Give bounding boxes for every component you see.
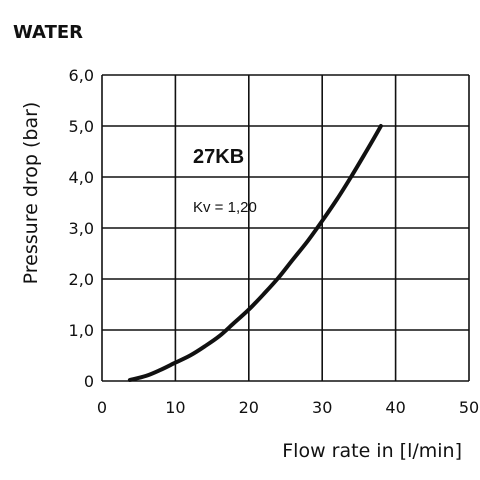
y-tick-label: 4,0: [69, 168, 94, 187]
x-tick-label: 50: [459, 398, 479, 417]
series-label: 27KB: [193, 146, 244, 168]
x-tick-label: 30: [312, 398, 332, 417]
x-axis-title: Flow rate in [l/min]: [282, 440, 462, 462]
kv-annotation: Kv = 1,20: [193, 199, 257, 216]
y-tick-label: 1,0: [69, 321, 94, 340]
y-tick-label: 5,0: [69, 117, 94, 136]
series-line: [127, 124, 383, 382]
chart-title: WATER: [13, 22, 83, 43]
y-tick-label: 2,0: [69, 270, 94, 289]
x-tick-label: 0: [97, 398, 107, 417]
y-axis-title: Pressure drop (bar): [20, 102, 42, 285]
x-tick-label: 20: [239, 398, 259, 417]
y-tick-label: 6,0: [69, 66, 94, 85]
x-tick-label: 10: [165, 398, 185, 417]
y-tick-label: 0: [84, 372, 94, 391]
series-lines: [127, 124, 383, 382]
x-tick-label: 40: [385, 398, 405, 417]
y-tick-label: 3,0: [69, 219, 94, 238]
tick-labels: 0 10 20 30 40 50 0 1,0 2,0 3,0 4,0 5,0 6,0: [69, 66, 480, 417]
grid: [101, 74, 470, 382]
